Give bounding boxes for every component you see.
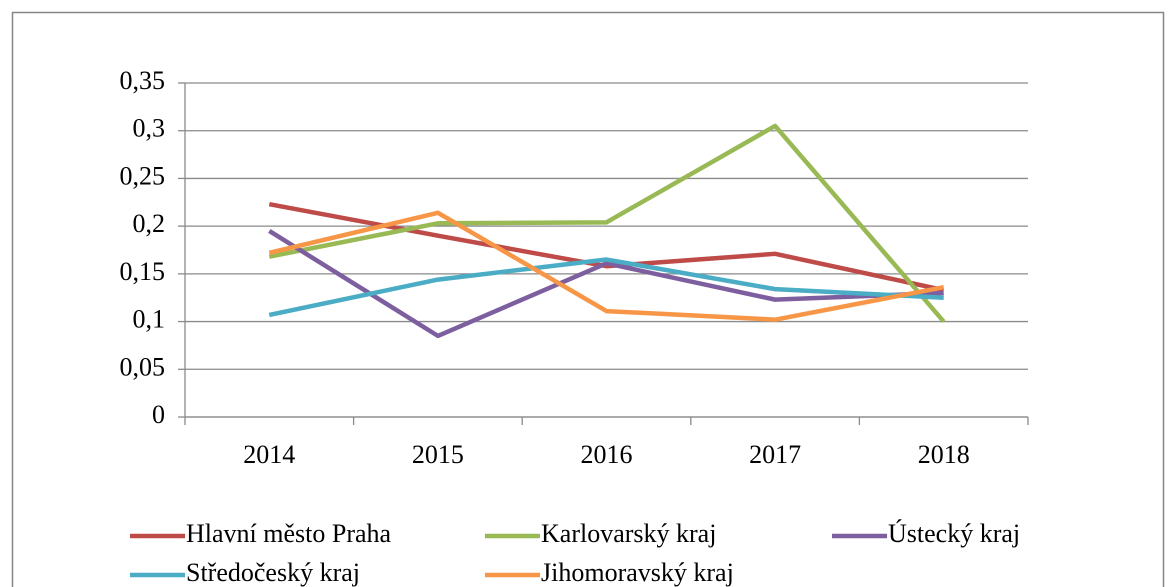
series-line — [268, 210, 945, 322]
y-tick-label: 0,15 — [120, 257, 166, 286]
x-tick-label: 2016 — [581, 440, 633, 469]
y-tick-label: 0,05 — [120, 352, 166, 381]
legend-label: Jihomoravský kraj — [541, 558, 734, 587]
legend-label: Středočeský kraj — [186, 558, 360, 587]
x-tick-label: 2015 — [412, 440, 464, 469]
y-tick-label: 0 — [152, 400, 165, 429]
series-line — [268, 123, 946, 324]
series-line — [268, 201, 945, 293]
y-tick-label: 0,1 — [133, 305, 166, 334]
x-tick-label: 2014 — [243, 440, 295, 469]
legend-label: Hlavní město Praha — [186, 519, 392, 548]
legend-label: Karlovarský kraj — [541, 519, 716, 548]
y-tick-label: 0,35 — [120, 66, 166, 95]
y-tick-label: 0,2 — [133, 209, 166, 238]
y-tick-label: 0,25 — [120, 161, 166, 190]
y-tick-label: 0,3 — [133, 114, 166, 143]
series-line — [268, 229, 944, 339]
series-line — [268, 257, 944, 318]
chart-frame — [11, 11, 1165, 587]
x-tick-label: 2018 — [918, 440, 970, 469]
legend-label: Ústecký kraj — [888, 519, 1020, 548]
x-tick-label: 2017 — [749, 440, 801, 469]
